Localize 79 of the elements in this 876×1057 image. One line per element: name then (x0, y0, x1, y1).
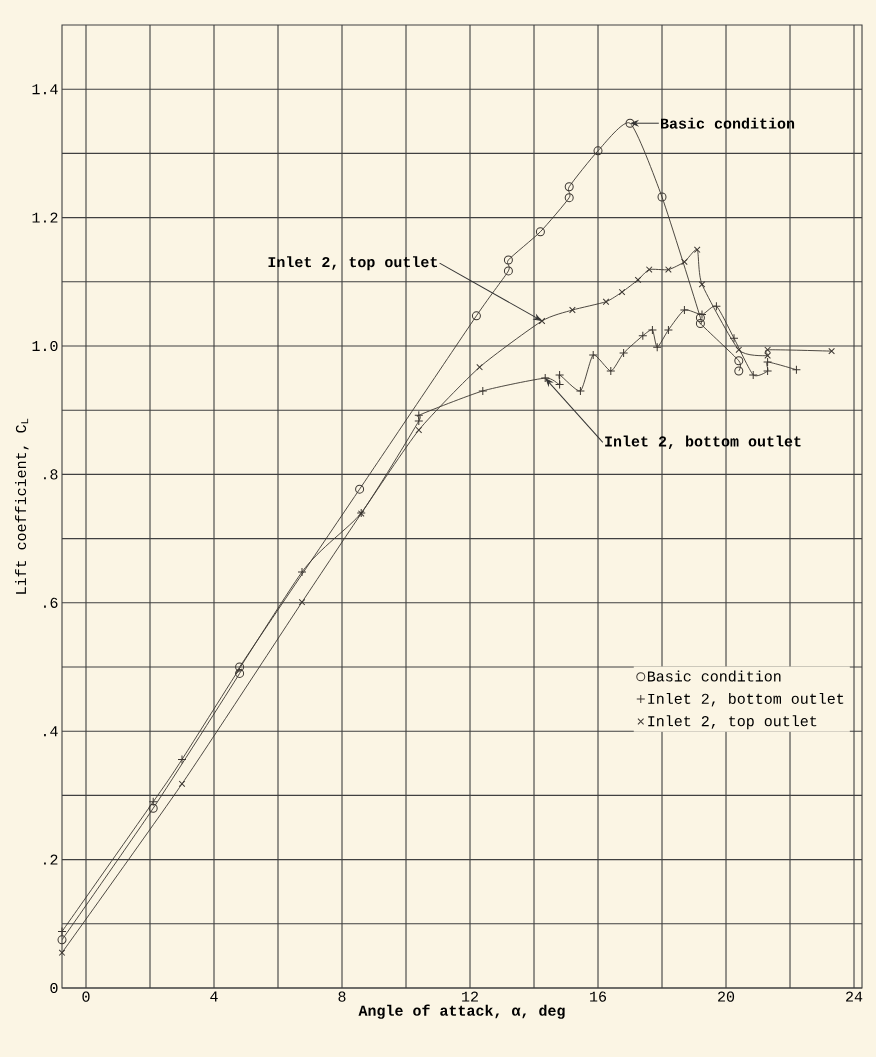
point (619, 348, 629, 358)
x-tick-label: 24 (846, 991, 863, 1002)
point (540, 373, 550, 383)
y-axis-title: Lift coefficient, C$_{L}$ (15, 418, 29, 594)
point (695, 319, 705, 329)
y-tick-label: 0 (50, 982, 58, 994)
legend-label: Basic condition (647, 670, 781, 682)
annotation: Inlet 2, bottom outlet (605, 435, 801, 450)
point (763, 366, 773, 376)
point (748, 370, 758, 380)
y-tick-label: 1.4 (32, 84, 58, 95)
y-tick-label: .4 (44, 726, 58, 737)
y-tick-label: .2 (44, 854, 58, 865)
point (764, 352, 771, 359)
point (657, 192, 667, 202)
x-tick-label: 12 (462, 991, 478, 1002)
point (711, 301, 721, 311)
point (415, 426, 423, 434)
point (235, 668, 245, 678)
point (297, 567, 307, 577)
point (625, 118, 635, 128)
point (148, 797, 158, 807)
point (476, 363, 483, 371)
point (503, 266, 513, 276)
point (57, 935, 67, 945)
point (652, 342, 662, 352)
point (575, 386, 585, 396)
legend-label: Inlet 2, top outlet (648, 715, 817, 730)
x-tick-label: 16 (590, 991, 607, 1002)
x-axis-title: Angle of attack, α, deg (358, 1004, 565, 1019)
point (235, 662, 245, 672)
point (478, 386, 488, 396)
point (638, 331, 648, 341)
point (471, 311, 481, 321)
point (828, 347, 835, 355)
point (602, 298, 610, 306)
y-tick-label: 1.0 (32, 340, 58, 352)
point (665, 266, 672, 273)
point (564, 193, 574, 203)
y-tick-label: .6 (44, 597, 58, 608)
x-tick-label: 4 (210, 991, 218, 1002)
annotation: Basic condition (661, 117, 795, 129)
point (564, 182, 574, 192)
point (178, 780, 186, 788)
point (679, 305, 689, 315)
point (791, 365, 801, 375)
point (555, 370, 565, 380)
x-tick-label: 20 (718, 991, 735, 1002)
annotation: Inlet 2, top outlet (268, 256, 437, 271)
y-tick-label: .8 (44, 469, 58, 480)
point (298, 598, 306, 606)
point (698, 281, 706, 288)
point (729, 333, 739, 343)
x-tick-label: 0 (82, 991, 90, 1002)
point (414, 410, 424, 420)
point (681, 258, 688, 266)
x-tick-label: 8 (338, 991, 346, 1002)
point (734, 356, 744, 366)
point (735, 346, 743, 354)
point (58, 949, 66, 957)
point (503, 255, 513, 265)
point (647, 325, 657, 335)
point (535, 227, 545, 237)
point (588, 350, 598, 360)
point (734, 366, 744, 376)
point (693, 246, 701, 254)
point (569, 306, 576, 314)
point (764, 346, 771, 354)
point (593, 146, 603, 156)
point (763, 357, 773, 367)
point (645, 266, 653, 273)
y-tick-label: 1.2 (32, 212, 58, 223)
point (634, 276, 642, 284)
point (414, 416, 424, 426)
point (663, 325, 673, 335)
legend-label: Inlet 2, bottom outlet (648, 692, 844, 707)
point (148, 803, 158, 813)
point (355, 484, 365, 494)
point (606, 366, 616, 376)
